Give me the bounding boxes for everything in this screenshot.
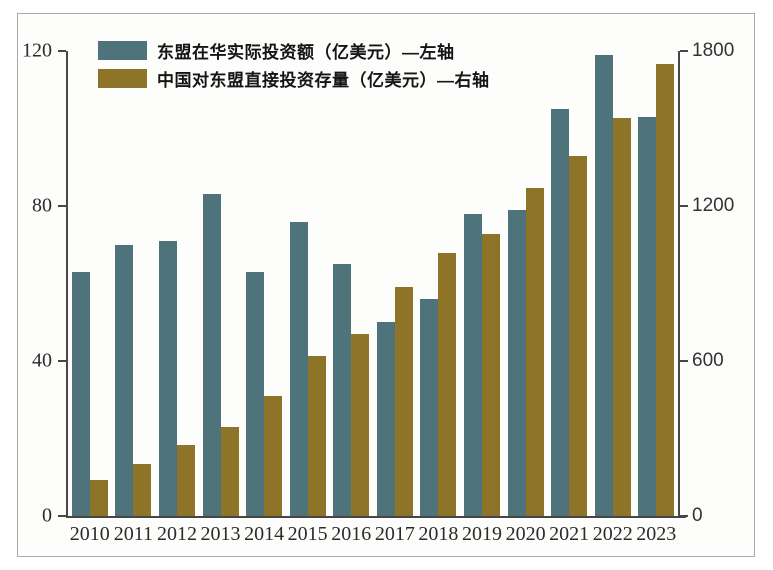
left-axis-tick: [58, 205, 66, 207]
bar-left-series: [420, 299, 439, 516]
bar-right-series: [481, 234, 500, 516]
chart-frame: 2010 2011 2012 2013 2014 2015 2016 2017 2018 2019…: [17, 13, 755, 557]
legend-item-right-series: 中国对东盟直接投资存量（亿美元）—右轴: [98, 66, 490, 91]
bar-right-series: [351, 333, 370, 516]
x-tick-label: 2023: [636, 523, 677, 545]
left-axis-tick: [58, 50, 66, 52]
bar-group: [417, 51, 461, 516]
left-axis-line: [66, 51, 68, 516]
x-tick-label: 2020: [505, 523, 546, 545]
bar-right-series: [133, 464, 152, 516]
legend-item-left-series: 东盟在华实际投资额（亿美元）—左轴: [98, 38, 490, 63]
right-axis-tick-label: 1800: [692, 40, 735, 61]
bar-group: [286, 51, 330, 516]
x-axis-labels: 2010 2011 2012 2013 2014 2015 2016 2017 2018 2019…: [68, 523, 678, 546]
legend-swatch-gold: [98, 69, 147, 88]
bar-group: [68, 51, 112, 516]
right-axis-tick-label: 600: [692, 350, 724, 371]
right-axis-tick: [680, 205, 688, 207]
right-axis-tick: [680, 515, 688, 517]
bar-left-series: [594, 54, 613, 516]
bar-right-series: [569, 155, 588, 516]
x-tick-label: 2013: [200, 523, 241, 545]
bar-left-series: [71, 271, 90, 516]
bar-group: [199, 51, 243, 516]
bar-left-series: [376, 322, 395, 516]
legend: 东盟在华实际投资额（亿美元）—左轴 中国对东盟直接投资存量（亿美元）—右轴: [98, 38, 490, 91]
x-axis-line: [66, 516, 686, 518]
bar-left-series: [158, 240, 177, 516]
x-tick-label: 2018: [418, 523, 459, 545]
bar-left-series: [202, 194, 221, 516]
bar-group: [242, 51, 286, 516]
bar-left-series: [463, 213, 482, 516]
bar-group: [460, 51, 504, 516]
left-axis-tick: [58, 360, 66, 362]
bar-group: [504, 51, 548, 516]
left-axis-tick: [58, 515, 66, 517]
left-axis-tick-label: 120: [22, 39, 52, 62]
bar-right-series: [525, 187, 544, 516]
bar-left-series: [638, 116, 657, 516]
bar-group: [155, 51, 199, 516]
right-axis-line: [678, 51, 680, 516]
bar-left-series: [333, 264, 352, 516]
bar-group: [547, 51, 591, 516]
right-axis-tick: [680, 360, 688, 362]
x-tick-label: 2015: [287, 523, 328, 545]
plot-area: 2010 2011 2012 2013 2014 2015 2016 2017 2018 2019…: [22, 40, 734, 546]
bar-group: [329, 51, 373, 516]
bar-left-series: [551, 109, 570, 516]
right-axis-tick: [680, 50, 688, 52]
bar-group: [635, 51, 679, 516]
legend-label-right-series: 中国对东盟直接投资存量（亿美元）—右轴: [157, 71, 490, 90]
bar-group: [112, 51, 156, 516]
bar-group: [373, 51, 417, 516]
x-tick-label: 2014: [244, 523, 285, 545]
x-tick-label: 2022: [592, 523, 633, 545]
legend-label-left-series: 东盟在华实际投资额（亿美元）—左轴: [157, 43, 455, 62]
bar-right-series: [89, 479, 108, 516]
x-tick-label: 2019: [461, 523, 502, 545]
left-axis-tick-label: 40: [32, 349, 52, 372]
bar-right-series: [656, 63, 675, 516]
legend-swatch-teal: [98, 41, 147, 60]
bar-left-series: [289, 221, 308, 516]
bar-groups: [68, 51, 678, 516]
bar-left-series: [507, 209, 526, 516]
right-axis-tick-label: 0: [692, 505, 703, 526]
bar-group: [591, 51, 635, 516]
bar-right-series: [394, 287, 413, 516]
bar-right-series: [438, 252, 457, 516]
left-axis-tick-label: 80: [32, 194, 52, 217]
x-tick-label: 2021: [549, 523, 590, 545]
x-tick-label: 2012: [156, 523, 197, 545]
x-tick-label: 2016: [331, 523, 372, 545]
bar-right-series: [612, 118, 631, 516]
x-tick-label: 2011: [113, 523, 153, 545]
bar-right-series: [264, 395, 283, 516]
bar-right-series: [220, 426, 239, 516]
bar-left-series: [115, 244, 134, 516]
right-axis-tick-label: 1200: [692, 195, 735, 216]
bar-left-series: [246, 271, 265, 516]
x-tick-label: 2010: [69, 523, 110, 545]
bar-right-series: [307, 355, 326, 516]
left-axis-tick-label: 0: [42, 504, 52, 527]
x-tick-label: 2017: [374, 523, 415, 545]
bar-right-series: [176, 444, 195, 516]
